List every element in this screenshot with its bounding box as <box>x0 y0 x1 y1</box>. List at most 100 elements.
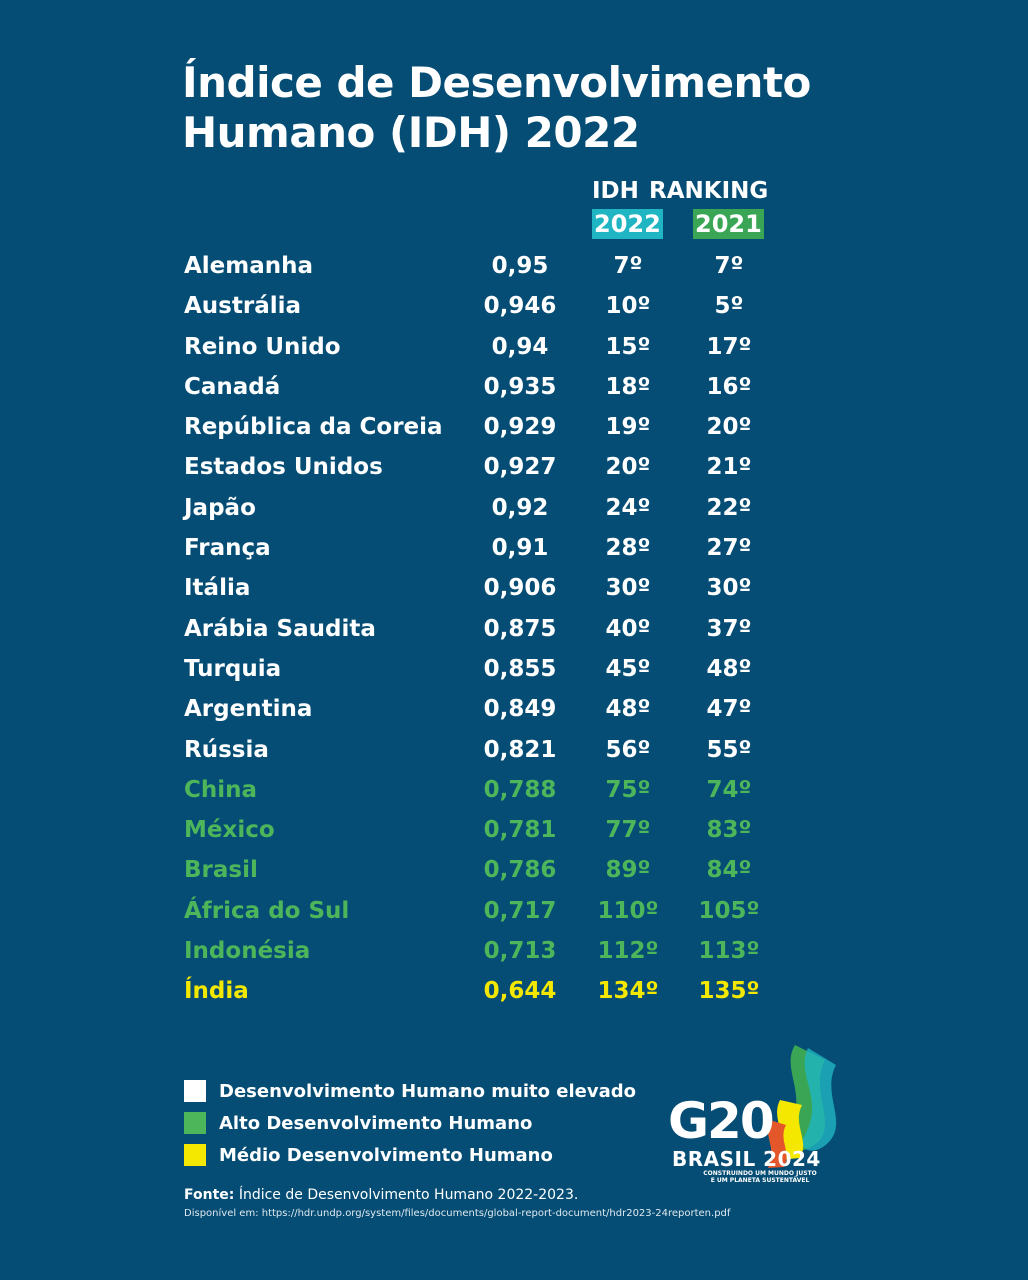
rank-2022: 110º <box>597 897 659 924</box>
idh-value: 0,644 <box>483 978 557 1005</box>
legend-swatch-high <box>184 1112 206 1134</box>
country-name: África do Sul <box>184 897 350 924</box>
rank-2022: 45º <box>605 655 651 682</box>
country-name: Itália <box>184 575 251 602</box>
idh-value: 0,717 <box>483 897 557 924</box>
logo-g20-text: G20 <box>668 1092 775 1150</box>
country-name: Arábia Saudita <box>184 615 376 642</box>
idh-value: 0,94 <box>491 333 549 360</box>
country-name: China <box>184 776 258 803</box>
table-row: República da Coreia 0,929 19º 20º <box>0 408 1028 448</box>
rank-2022: 24º <box>605 494 651 521</box>
rank-2021: 16º <box>706 373 752 400</box>
table-row: Itália 0,906 30º 30º <box>0 569 1028 609</box>
idh-value: 0,929 <box>483 414 557 441</box>
rank-2021: 21º <box>706 454 752 481</box>
table-row: Indonésia 0,713 112º 113º <box>0 932 1028 972</box>
rank-2021: 74º <box>706 776 752 803</box>
rank-2021: 37º <box>706 615 752 642</box>
table-row: Índia 0,644 134º 135º <box>0 972 1028 1012</box>
country-name: México <box>184 817 275 844</box>
rank-2021: 7º <box>714 253 744 279</box>
country-name: Reino Unido <box>184 333 341 360</box>
rank-2022: 10º <box>605 293 651 320</box>
rank-2021: 47º <box>706 696 752 723</box>
rank-2021: 22º <box>706 494 752 521</box>
idh-value: 0,713 <box>483 938 557 965</box>
legend-item-high: Alto Desenvolvimento Humano <box>184 1107 636 1139</box>
idh-value: 0,946 <box>483 293 557 320</box>
table-row: Rússia 0,821 56º 55º <box>0 731 1028 771</box>
legend-item-very-high: Desenvolvimento Humano muito elevado <box>184 1075 636 1107</box>
ranking-column-header: RANKING <box>649 178 769 204</box>
idh-value: 0,849 <box>483 696 557 723</box>
table-row: Brasil 0,786 89º 84º <box>0 851 1028 891</box>
idh-value: 0,786 <box>483 857 557 884</box>
rank-2021: 20º <box>706 414 752 441</box>
rank-2021: 5º <box>714 293 744 320</box>
idh-value: 0,91 <box>491 535 549 562</box>
rank-2022: 18º <box>605 373 651 400</box>
country-name: Canadá <box>184 373 281 400</box>
table-row: Turquia 0,855 45º 48º <box>0 650 1028 690</box>
ranking-table: Alemanha 0,95 7º 7º Austrália 0,946 10º 5º Reino… <box>0 247 1028 1013</box>
rank-2022: 89º <box>605 857 651 884</box>
idh-value: 0,821 <box>483 736 557 763</box>
rank-2022: 30º <box>605 575 651 602</box>
country-name: França <box>184 535 271 562</box>
rank-2022: 15º <box>605 333 651 360</box>
table-row: México 0,781 77º 83º <box>0 811 1028 851</box>
legend-swatch-medium <box>184 1144 206 1166</box>
legend-label: Desenvolvimento Humano muito elevado <box>219 1080 636 1102</box>
table-row: Arábia Saudita 0,875 40º 37º <box>0 610 1028 650</box>
page-title: Índice de Desenvolvimento Humano (IDH) 2… <box>182 58 811 157</box>
rank-2022: 20º <box>605 454 651 481</box>
logo-brasil-2024: BRASIL 2024 <box>672 1147 821 1171</box>
country-name: Índia <box>184 978 249 1005</box>
legend: Desenvolvimento Humano muito elevado Alt… <box>184 1075 636 1171</box>
country-name: Brasil <box>184 857 258 884</box>
source-line: Fonte: Índice de Desenvolvimento Humano … <box>184 1187 578 1203</box>
country-name: Japão <box>184 494 256 521</box>
logo-tagline: CONSTRUINDO UM MUNDO JUSTO E UM PLANETA … <box>703 1170 817 1184</box>
rank-2021: 27º <box>706 535 752 562</box>
country-name: Argentina <box>184 696 313 723</box>
country-name: Estados Unidos <box>184 454 383 481</box>
table-row: Alemanha 0,95 7º 7º <box>0 247 1028 287</box>
idh-value: 0,906 <box>483 575 557 602</box>
source-url: Disponível em: https://hdr.undp.org/syst… <box>184 1208 731 1219</box>
idh-value: 0,875 <box>483 615 557 642</box>
country-name: Indonésia <box>184 938 311 965</box>
table-row: Austrália 0,946 10º 5º <box>0 287 1028 327</box>
legend-swatch-very-high <box>184 1080 206 1102</box>
country-name: Austrália <box>184 293 302 320</box>
rank-2021: 83º <box>706 817 752 844</box>
table-row: Reino Unido 0,94 15º 17º <box>0 328 1028 368</box>
rank-2022: 56º <box>605 736 651 763</box>
table-row: China 0,788 75º 74º <box>0 771 1028 811</box>
table-row: Canadá 0,935 18º 16º <box>0 368 1028 408</box>
rank-2022: 48º <box>605 696 651 723</box>
rank-2021: 105º <box>698 897 760 924</box>
source-label: Fonte: <box>184 1187 235 1203</box>
legend-label: Alto Desenvolvimento Humano <box>219 1112 533 1134</box>
rank-2022: 77º <box>605 817 651 844</box>
idh-value: 0,95 <box>491 253 549 279</box>
rank-2022: 19º <box>605 414 651 441</box>
legend-label: Médio Desenvolvimento Humano <box>219 1144 553 1166</box>
country-name: República da Coreia <box>184 414 443 441</box>
table-row: Argentina 0,849 48º 47º <box>0 690 1028 730</box>
table-row: Japão 0,92 24º 22º <box>0 489 1028 529</box>
rank-2021: 113º <box>698 938 760 965</box>
table-row: Estados Unidos 0,927 20º 21º <box>0 448 1028 488</box>
idh-value: 0,927 <box>483 454 557 481</box>
year-2022-badge: 2022 <box>592 209 663 239</box>
year-2021-badge: 2021 <box>693 209 764 239</box>
rank-2021: 17º <box>706 333 752 360</box>
idh-value: 0,92 <box>491 494 549 521</box>
rank-2021: 30º <box>706 575 752 602</box>
table-row: África do Sul 0,717 110º 105º <box>0 892 1028 932</box>
idh-column-header: IDH <box>592 178 639 204</box>
country-name: Rússia <box>184 736 269 763</box>
idh-value: 0,855 <box>483 655 557 682</box>
